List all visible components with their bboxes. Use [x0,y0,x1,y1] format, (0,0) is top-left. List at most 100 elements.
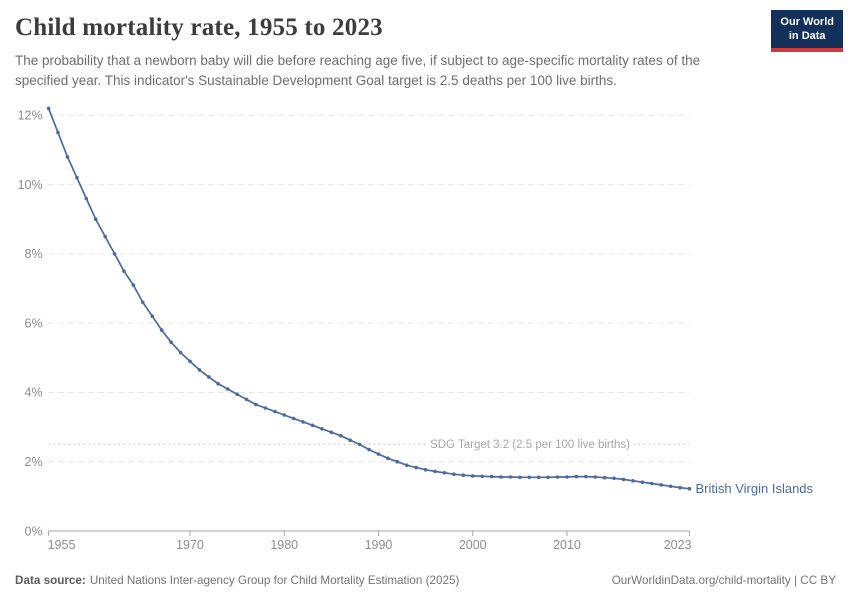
data-point [291,416,296,421]
owid-logo-line2: in Data [788,30,826,43]
data-point [405,463,409,468]
data-point [235,392,239,397]
data-point [93,217,98,221]
data-point [367,447,371,452]
x-tick-label: 1980 [270,538,298,552]
data-point [339,433,343,438]
data-point [452,472,456,477]
data-point [103,234,107,239]
series-line [47,107,691,490]
y-tick-label: 8% [25,247,43,261]
data-point [75,175,79,180]
data-point [565,475,569,479]
data-point [612,476,616,481]
data-point [480,474,484,479]
data-point [169,340,173,344]
data-point [112,252,117,256]
data-point [188,359,192,364]
chart-svg: 0% 2% 4% 6% 8% 10% 12% SDG Target 3.2 (2.5 per … [18,106,814,552]
chart-footer: Data source: United Nations Inter-agency … [15,574,836,587]
data-point [65,155,70,159]
data-point [423,467,428,472]
data-point [489,474,494,479]
data-point [376,452,381,456]
data-point [687,486,692,491]
data-point [273,409,277,414]
data-point [536,475,541,480]
data-point [150,314,155,318]
data-point [225,387,230,391]
data-point [631,479,635,483]
data-point [508,475,513,479]
data-point [207,375,211,379]
page-title: Child mortality rate, 1955 to 2023 [15,14,383,41]
sdg-target-label: SDG Target 3.2 (2.5 per 100 live births) [430,439,630,451]
y-tick-label: 12% [18,109,43,123]
data-point [499,475,503,479]
data-source: Data source: United Nations Inter-agency … [15,574,459,587]
data-point [461,473,466,478]
data-point [527,475,532,480]
x-tick-label: 2000 [459,538,487,552]
data-point [282,413,287,417]
data-point [178,350,183,355]
line-chart: 0% 2% 4% 6% 8% 10% 12% SDG Target 3.2 (2.5 per … [0,98,850,560]
data-point [602,475,607,480]
data-source-value: United Nations Inter-agency Group for Ch… [89,574,460,587]
data-point [593,475,598,479]
data-point [320,427,324,431]
y-tick-label: 6% [25,316,43,330]
data-point [555,475,560,479]
data-point [640,480,645,485]
owid-logo: Our World in Data [771,10,843,52]
series-end-label: British Virgin Islands [696,481,814,496]
data-point [621,477,626,482]
data-point [56,130,60,135]
data-point [414,465,419,470]
y-tick-label: 0% [25,524,43,538]
data-source-label: Data source: [15,574,86,587]
data-point [546,475,550,480]
x-tick-label: 2010 [553,538,581,552]
data-point [310,423,315,428]
data-point [395,459,400,464]
data-point [678,485,682,490]
data-point [650,481,654,486]
owid-logo-accent-bar [771,47,843,52]
data-point [659,483,663,487]
data-point [216,382,220,386]
data-point [84,196,89,201]
x-tick-label: 1990 [365,538,393,552]
x-tick-label: 1970 [176,538,204,552]
data-point [131,283,136,287]
y-tick-label: 2% [25,455,43,469]
data-point [518,475,522,480]
data-point [141,300,145,305]
data-point [122,269,126,273]
y-tick-label: 10% [18,178,43,192]
license-note: OurWorldinData.org/child-mortality | CC … [611,574,836,587]
data-point [254,402,258,407]
data-point [668,484,673,489]
data-point [386,456,390,461]
data-point [357,442,362,447]
data-point [348,438,353,443]
data-point [470,474,475,478]
data-point [329,430,334,435]
data-point [197,368,202,372]
data-point [301,420,305,424]
chart-subtitle: The probability that a newborn baby will… [15,53,701,88]
chart-header: Child mortality rate, 1955 to 2023 The p… [15,14,835,90]
data-point [442,471,447,475]
y-tick-label: 4% [25,386,43,400]
x-tick-label: 1955 [48,538,76,552]
data-point [159,328,164,332]
owid-logo-line1: Our World [780,16,834,28]
data-point [433,469,437,474]
data-point [584,474,588,479]
data-point [244,397,249,402]
data-point [46,106,51,111]
data-point [574,474,579,479]
x-tick-label: 2023 [664,538,692,552]
